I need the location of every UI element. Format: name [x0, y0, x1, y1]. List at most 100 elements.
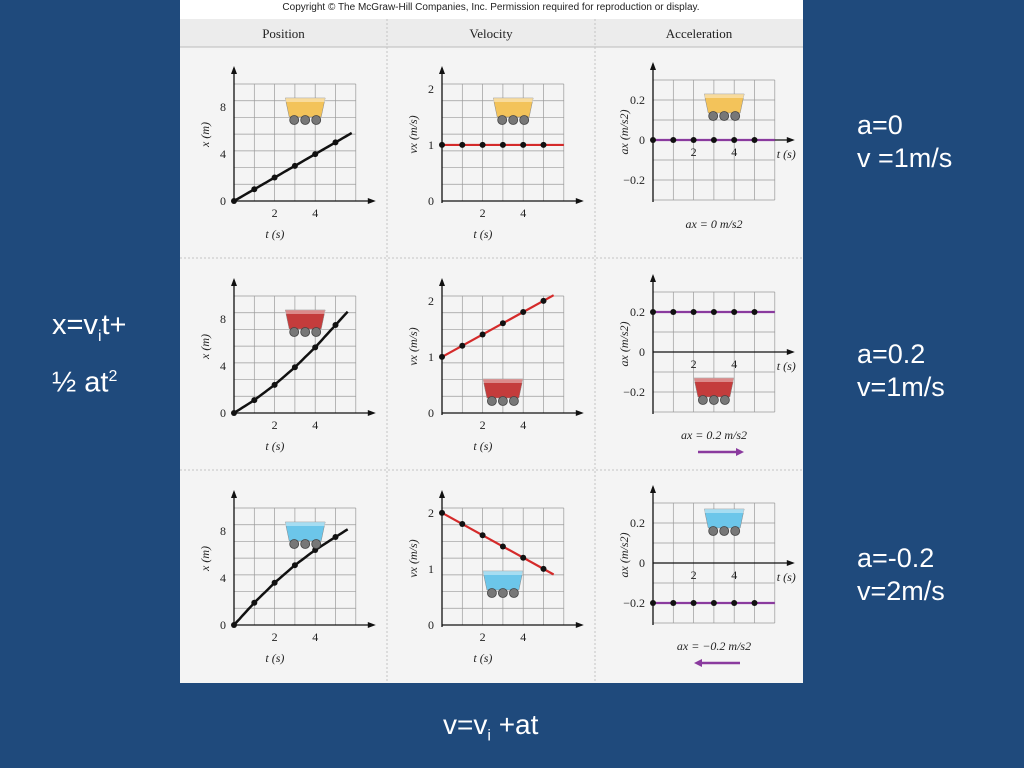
- y-axis-label: ax (m/s2): [617, 533, 631, 578]
- x-axis-label: t (s): [473, 227, 492, 241]
- y-tick-label: −0.2: [623, 173, 645, 187]
- y-axis-arrow: [231, 490, 237, 498]
- cart-icon-wheel: [311, 539, 322, 549]
- cart-icon-wheel: [730, 111, 741, 121]
- x-tick-label: 2: [272, 418, 278, 432]
- cart-icon-body: [482, 570, 524, 591]
- data-point: [499, 543, 506, 550]
- data-point: [670, 600, 677, 606]
- cart-icon-wheel: [300, 115, 311, 125]
- y-tick-label: 0.2: [630, 516, 645, 530]
- cart-icon-wheel: [708, 526, 719, 536]
- cart-icon: [703, 508, 745, 536]
- data-point: [479, 331, 486, 338]
- data-point: [312, 151, 319, 158]
- data-point: [650, 137, 656, 143]
- data-point: [751, 600, 758, 606]
- data-point: [332, 322, 339, 329]
- data-point: [231, 410, 237, 416]
- data-point: [479, 532, 486, 539]
- cart-icon-wheel: [719, 111, 730, 121]
- cart-icon-wheel: [708, 111, 719, 121]
- data-point: [479, 141, 486, 148]
- cart-icon-body: [703, 508, 745, 529]
- position-equation-line2: ½ at2: [52, 357, 127, 403]
- cart-icon-highlight: [704, 94, 745, 98]
- y-tick-label: 2: [428, 82, 434, 96]
- data-point: [459, 342, 466, 349]
- y-tick-label: 0: [428, 406, 434, 420]
- x-axis-label: t (s): [265, 439, 284, 453]
- data-point: [251, 397, 258, 404]
- annotation-row1-accel: a=0: [857, 110, 903, 140]
- x-axis-arrow: [367, 198, 376, 204]
- data-point: [291, 162, 298, 169]
- y-tick-label: 8: [220, 100, 226, 114]
- data-point: [271, 174, 278, 181]
- y-tick-label: 0: [639, 345, 645, 359]
- header-row: [180, 19, 803, 47]
- annotation-row1: a=0 v =1m/s: [857, 109, 952, 175]
- panel-r2-position: 0 4 8 2 4 t (s) x (m): [198, 278, 376, 453]
- y-axis-label: vx (m/s): [406, 327, 420, 365]
- cart-icon-wheel: [497, 588, 508, 598]
- annotation-row3-velocity: v=2m/s: [857, 576, 945, 606]
- data-point: [271, 579, 278, 586]
- x-axis-arrow: [367, 622, 376, 628]
- column-header-velocity: Velocity: [469, 26, 513, 41]
- data-point: [439, 509, 445, 516]
- cart-icon-wheel: [508, 396, 519, 406]
- eq-v-subscript-i: i: [487, 727, 491, 745]
- x-tick-label: 4: [520, 630, 526, 644]
- position-equation-line1: x=vit+: [52, 305, 127, 357]
- cart-icon-wheel: [311, 115, 322, 125]
- y-axis-arrow: [439, 490, 445, 498]
- cart-icon: [693, 377, 735, 405]
- y-tick-label: −0.2: [623, 385, 645, 399]
- x-tick-label: 2: [691, 568, 697, 582]
- copyright-notice: Copyright © The McGraw-Hill Companies, I…: [282, 2, 699, 13]
- cart-icon-highlight: [482, 379, 523, 383]
- cart-icon-body: [693, 377, 735, 398]
- x-tick-label: 4: [731, 568, 737, 582]
- cart-icon-body: [284, 97, 326, 118]
- x-axis-label: t (s): [473, 651, 492, 665]
- data-point: [520, 141, 527, 148]
- data-point: [459, 521, 466, 528]
- acceleration-arrow-head: [694, 659, 702, 667]
- y-axis-label: x (m): [198, 334, 212, 360]
- cart-icon-wheel: [508, 588, 519, 598]
- data-point: [271, 381, 278, 388]
- cart-icon-wheel: [519, 115, 530, 125]
- data-point: [690, 137, 697, 143]
- data-point: [499, 320, 506, 327]
- position-equation: x=vit+ ½ at2: [52, 305, 127, 402]
- data-point: [291, 562, 298, 569]
- data-point: [332, 139, 339, 146]
- data-point: [291, 364, 298, 371]
- panel-r1-acceleration: −0.2 0 0.2 2 4 t (s) ax (m/s2) ax = 0 m/s2: [617, 62, 796, 231]
- cart-icon: [284, 309, 326, 337]
- eq-plus-at: +at: [490, 709, 539, 740]
- panel-r3-acceleration: −0.2 0 0.2 2 4 t (s) ax (m/s2) ax = −0.2 m/s2: [617, 485, 796, 667]
- cart-icon-wheel: [486, 396, 497, 406]
- y-axis-label: x (m): [198, 122, 212, 148]
- cart-icon-body: [703, 93, 745, 114]
- eq-squared: 2: [108, 367, 118, 385]
- y-axis-arrow: [650, 485, 656, 493]
- acceleration-caption: ax = 0 m/s2: [685, 217, 742, 231]
- x-tick-label: 2: [691, 145, 697, 159]
- data-point: [439, 141, 445, 148]
- y-tick-label: 0.2: [630, 305, 645, 319]
- data-point: [231, 622, 237, 628]
- cart-icon-wheel: [730, 526, 741, 536]
- cart-icon-wheel: [311, 327, 322, 337]
- cart-icon-wheel: [508, 115, 519, 125]
- cart-icon-wheel: [709, 395, 719, 405]
- cart-icon: [492, 97, 534, 125]
- y-tick-label: 0: [428, 618, 434, 632]
- eq-half-at: ½ at: [52, 366, 109, 399]
- cart-icon: [284, 97, 326, 125]
- y-tick-label: −0.2: [623, 596, 645, 610]
- cart-icon-highlight: [285, 98, 326, 102]
